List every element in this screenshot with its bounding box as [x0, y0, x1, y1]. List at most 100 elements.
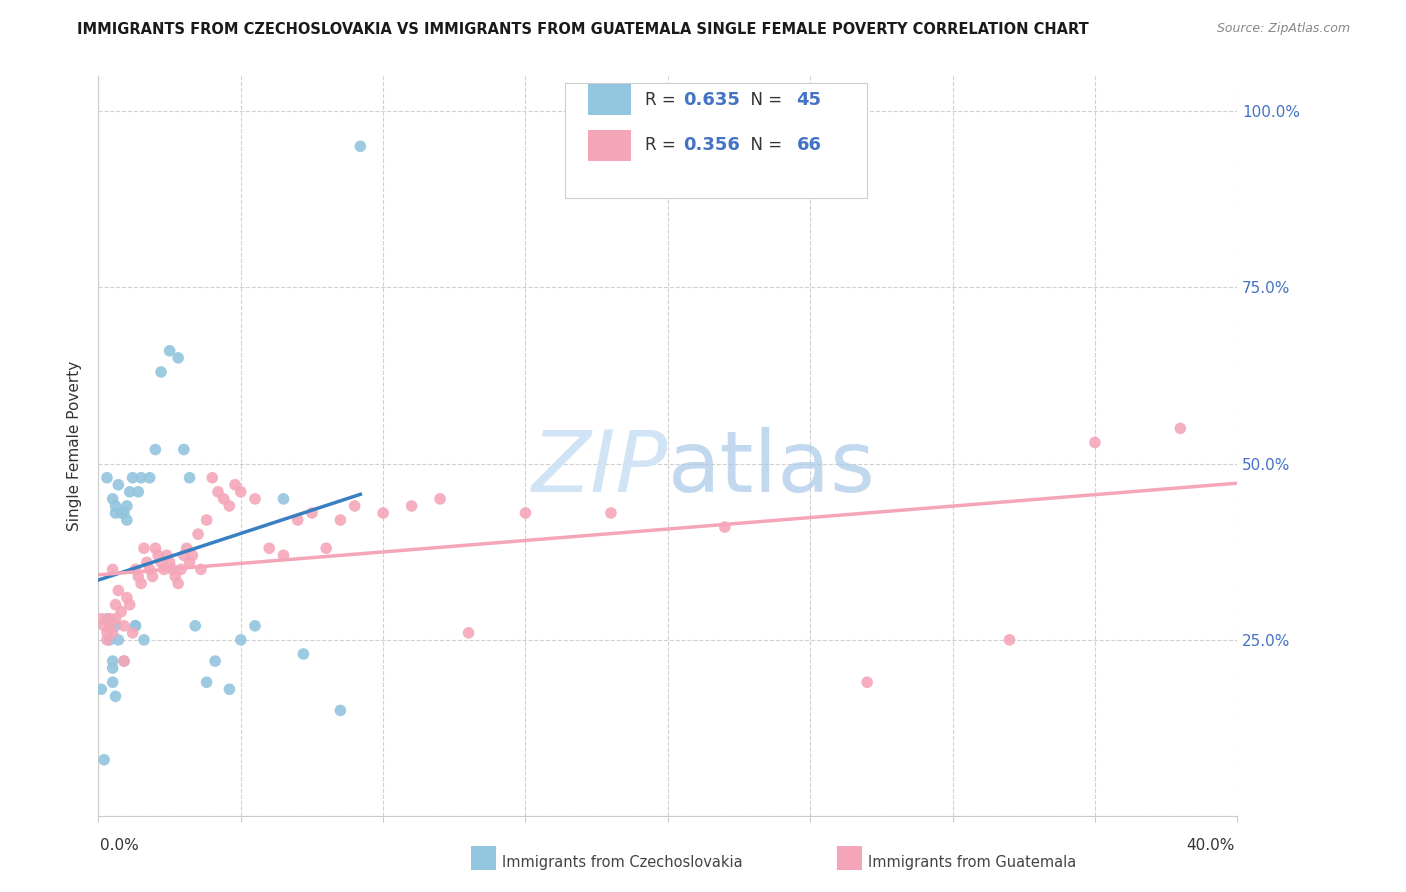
Point [173, 442, 195, 457]
Point [170, 562, 193, 576]
Point [173, 549, 195, 563]
Point [329, 513, 352, 527]
Point [101, 625, 124, 640]
Point [179, 471, 201, 485]
Point [104, 598, 127, 612]
Text: R =: R = [645, 136, 681, 154]
Point [259, 541, 281, 556]
Point [101, 491, 124, 506]
Point [98, 619, 121, 633]
Point [93, 619, 115, 633]
Point [124, 619, 146, 633]
Point [159, 343, 181, 358]
Point [181, 549, 204, 563]
Point [165, 569, 187, 583]
Point [101, 654, 124, 668]
Point [287, 513, 309, 527]
Point [107, 477, 129, 491]
Point [98, 632, 121, 647]
Point [104, 690, 127, 704]
Point [104, 619, 127, 633]
Point [129, 471, 152, 485]
Point [90, 682, 112, 697]
Point [127, 484, 149, 499]
Text: ZIP: ZIP [531, 426, 668, 509]
Text: 0.0%: 0.0% [100, 838, 139, 853]
Text: 45: 45 [797, 90, 821, 109]
Text: N =: N = [740, 90, 787, 109]
Point [343, 499, 366, 513]
Point [118, 484, 141, 499]
Point [101, 661, 124, 675]
Point [132, 632, 155, 647]
Point [110, 605, 132, 619]
Point [112, 654, 135, 668]
Point [132, 541, 155, 556]
Point [195, 513, 218, 527]
Text: Immigrants from Czechoslovakia: Immigrants from Czechoslovakia [502, 855, 742, 870]
Point [714, 520, 737, 534]
Point [115, 591, 138, 605]
Point [998, 632, 1021, 647]
Point [301, 506, 323, 520]
Point [148, 549, 170, 563]
Point [115, 513, 138, 527]
Point [600, 506, 623, 520]
Point [229, 632, 252, 647]
Point [201, 471, 224, 485]
Point [112, 654, 135, 668]
Text: N =: N = [740, 136, 787, 154]
Point [273, 491, 295, 506]
Point [184, 619, 207, 633]
Text: 66: 66 [797, 136, 821, 154]
Point [101, 562, 124, 576]
Point [98, 619, 121, 633]
Point [159, 555, 181, 569]
Point [204, 654, 226, 668]
Point [107, 632, 129, 647]
Point [195, 675, 218, 690]
Point [145, 442, 167, 457]
Point [1084, 435, 1107, 450]
Point [179, 555, 201, 569]
Point [96, 612, 118, 626]
Point [176, 541, 198, 556]
Point [104, 506, 127, 520]
Point [96, 471, 118, 485]
Point [124, 619, 146, 633]
Point [218, 499, 240, 513]
Point [96, 625, 118, 640]
Point [110, 506, 132, 520]
Point [429, 491, 451, 506]
Text: atlas: atlas [668, 426, 876, 509]
Point [457, 625, 479, 640]
Text: Immigrants from Guatemala: Immigrants from Guatemala [868, 855, 1076, 870]
Point [101, 675, 124, 690]
Point [224, 477, 246, 491]
Point [243, 619, 266, 633]
Point [315, 541, 337, 556]
Point [121, 471, 143, 485]
Bar [588, 84, 631, 115]
Point [129, 576, 152, 591]
Point [187, 527, 209, 541]
Point [329, 703, 352, 717]
Point [373, 506, 395, 520]
Point [124, 562, 146, 576]
Point [243, 491, 266, 506]
Point [138, 471, 160, 485]
Point [121, 625, 143, 640]
Bar [588, 130, 631, 161]
Point [162, 562, 184, 576]
Point [515, 506, 537, 520]
Point [141, 569, 163, 583]
Point [118, 598, 141, 612]
Point [167, 576, 190, 591]
FancyBboxPatch shape [565, 83, 868, 198]
Point [190, 562, 212, 576]
Point [104, 499, 127, 513]
Point [127, 569, 149, 583]
Point [273, 549, 295, 563]
Point [401, 499, 423, 513]
Text: R =: R = [645, 90, 681, 109]
